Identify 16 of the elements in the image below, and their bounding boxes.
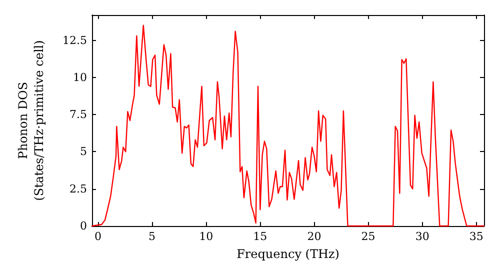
y-axis-title: Phonon DOS (States/THz·primitive cell): [16, 40, 46, 201]
y-tick-label: 2.5: [70, 182, 87, 196]
x-tick-label: 20: [307, 230, 322, 243]
x-tick-label: 10: [199, 230, 214, 243]
y-tick-label: 0: [80, 220, 87, 232]
x-tick-label: 0: [94, 230, 102, 243]
y-tick-label: 10: [73, 70, 87, 84]
x-tick-label: 15: [253, 230, 268, 243]
x-tick-label: 35: [469, 230, 484, 243]
y-tick-label: 5: [80, 145, 87, 158]
x-tick-label: 30: [415, 230, 430, 243]
x-tick-label: 5: [148, 230, 156, 243]
x-axis-title: Frequency (THz): [236, 247, 340, 261]
y-tick-label: 7.5: [70, 108, 87, 122]
x-tick-label: 25: [361, 230, 376, 243]
y-tick-label: 12.5: [62, 34, 87, 47]
